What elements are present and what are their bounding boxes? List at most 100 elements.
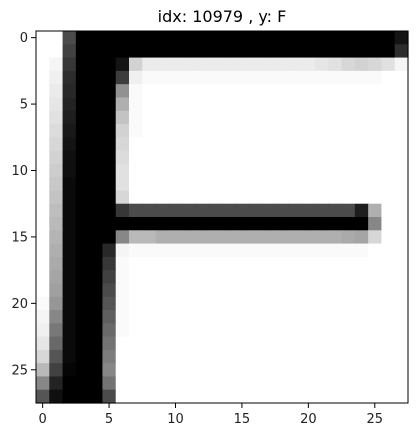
heatmap-cell <box>222 110 236 125</box>
heatmap-cell <box>288 243 303 258</box>
heatmap-cell <box>62 296 77 311</box>
heatmap-cell <box>301 363 316 378</box>
heatmap-cell <box>155 323 170 338</box>
heatmap-cell <box>142 150 157 165</box>
heatmap-cell <box>368 336 383 351</box>
heatmap-cell <box>261 296 276 311</box>
heatmap-cell <box>142 110 157 125</box>
heatmap-cell <box>368 376 383 391</box>
heatmap-cell <box>261 243 276 258</box>
heatmap-cell <box>261 336 276 351</box>
heatmap-cell <box>49 217 64 231</box>
heatmap-cell <box>102 97 117 112</box>
heatmap-cell <box>89 163 104 178</box>
heatmap-cell <box>208 243 223 258</box>
heatmap-cell <box>102 283 117 298</box>
heatmap-cell <box>248 310 263 324</box>
heatmap-cell <box>222 124 236 138</box>
heatmap-cell <box>275 124 290 138</box>
heatmap-cell <box>62 44 77 59</box>
heatmap-cell <box>288 57 303 72</box>
heatmap-cell <box>168 270 183 285</box>
heatmap-cell <box>168 177 183 192</box>
heatmap-cell <box>381 363 396 378</box>
heatmap-cell <box>75 177 90 192</box>
heatmap-cell <box>155 163 170 178</box>
heatmap-cell <box>89 97 104 112</box>
heatmap-cell <box>49 97 64 112</box>
heatmap-cell <box>62 256 77 271</box>
heatmap-cell <box>36 97 50 112</box>
heatmap-cell <box>168 230 183 245</box>
heatmap-cell <box>354 349 369 364</box>
heatmap-cell <box>368 296 383 311</box>
heatmap-cell <box>142 349 157 364</box>
heatmap-cell <box>168 336 183 351</box>
heatmap-cell <box>381 296 396 311</box>
heatmap-cell <box>75 323 90 338</box>
heatmap-cell <box>182 256 197 271</box>
heatmap-cell <box>354 323 369 338</box>
heatmap-cell <box>275 230 290 245</box>
heatmap-cell <box>36 163 50 178</box>
heatmap-cell <box>115 270 130 285</box>
heatmap-cell <box>155 363 170 378</box>
heatmap-cell <box>248 70 263 85</box>
heatmap-cell <box>248 31 263 45</box>
heatmap-cell <box>354 84 369 99</box>
heatmap-cell <box>235 283 250 298</box>
heatmap-cell <box>235 203 250 218</box>
heatmap-cell <box>288 44 303 59</box>
heatmap-cell <box>222 310 236 324</box>
heatmap-cell <box>368 124 383 138</box>
heatmap-cell <box>89 110 104 125</box>
heatmap-cell <box>155 31 170 45</box>
heatmap-cell <box>381 217 396 231</box>
heatmap-cell <box>328 217 343 231</box>
heatmap-cell <box>235 163 250 178</box>
heatmap-cell <box>195 296 210 311</box>
heatmap-cell <box>195 57 210 72</box>
heatmap-cell <box>102 110 117 125</box>
heatmap-cell <box>394 323 409 338</box>
heatmap-cell <box>208 31 223 45</box>
heatmap-cell <box>328 389 343 404</box>
heatmap-cell <box>288 256 303 271</box>
heatmap-cell <box>275 217 290 231</box>
heatmap-cell <box>394 44 409 59</box>
heatmap-cell <box>36 44 50 59</box>
heatmap-cell <box>235 256 250 271</box>
heatmap-cell <box>235 190 250 205</box>
heatmap-cell <box>354 363 369 378</box>
heatmap-cell <box>89 256 104 271</box>
heatmap-cell <box>182 177 197 192</box>
heatmap-cell <box>168 57 183 72</box>
heatmap-cell <box>381 97 396 112</box>
heatmap-cell <box>341 243 356 258</box>
heatmap-cell <box>354 217 369 231</box>
heatmap-cell <box>394 70 409 85</box>
heatmap-cell <box>155 256 170 271</box>
heatmap-cell <box>89 137 104 152</box>
heatmap-cell <box>315 190 329 205</box>
heatmap-cell <box>248 177 263 192</box>
heatmap-cell <box>115 31 130 45</box>
heatmap-cell <box>75 97 90 112</box>
heatmap-cell <box>208 163 223 178</box>
heatmap-cell <box>182 283 197 298</box>
heatmap-cell <box>301 323 316 338</box>
heatmap-cell <box>315 110 329 125</box>
heatmap-cell <box>394 177 409 192</box>
heatmap-cell <box>354 137 369 152</box>
heatmap-cell <box>182 336 197 351</box>
heatmap-cell <box>222 97 236 112</box>
heatmap-cell <box>49 336 64 351</box>
heatmap-cell <box>182 217 197 231</box>
x-tick-label: 15 <box>234 412 251 427</box>
heatmap-cell <box>275 389 290 404</box>
heatmap-cell <box>368 150 383 165</box>
heatmap-cell <box>89 70 104 85</box>
heatmap-cell <box>102 296 117 311</box>
heatmap-cell <box>195 283 210 298</box>
heatmap-cell <box>168 376 183 391</box>
